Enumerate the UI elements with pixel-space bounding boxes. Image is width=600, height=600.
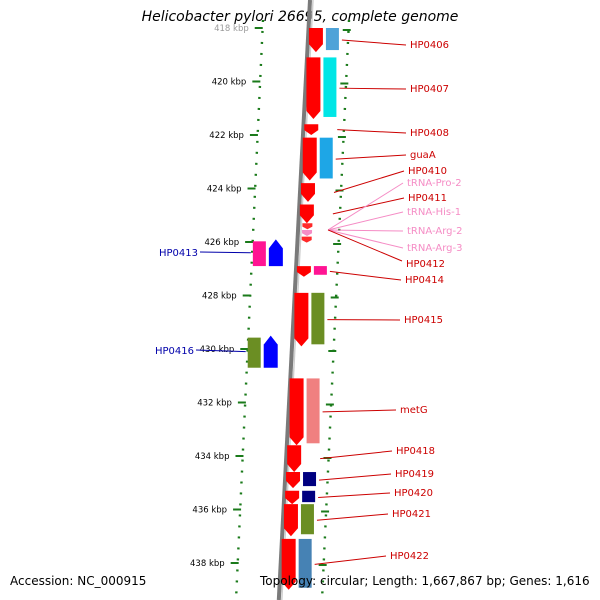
gene-bar-hp0406[interactable] <box>325 28 339 51</box>
gene-bar-hp0414[interactable] <box>313 266 327 275</box>
gene-arrow-hp0421[interactable] <box>283 504 298 537</box>
axis-tick-label: 428 kbp <box>202 292 237 302</box>
gene-label-metg[interactable]: metG <box>400 405 428 416</box>
leader-line <box>333 170 405 193</box>
gene-bar-hp0413[interactable] <box>252 241 266 267</box>
leader-line <box>318 492 391 498</box>
gene-label-hp0418[interactable]: HP0418 <box>396 446 435 457</box>
trna-label-trna-arg-3[interactable]: tRNA-Arg-3 <box>407 243 462 254</box>
gene-features[interactable] <box>247 28 339 590</box>
leader-line <box>341 39 407 46</box>
gene-bar-metg[interactable] <box>306 378 320 444</box>
gene-label-guaa[interactable]: guaA <box>410 150 436 161</box>
gene-label-hp0408[interactable]: HP0408 <box>410 128 449 139</box>
gene-label-hp0415[interactable]: HP0415 <box>404 315 443 326</box>
trna-arrow[interactable] <box>302 229 313 236</box>
gene-arrow-hp0418[interactable] <box>287 445 302 473</box>
trna-arrow[interactable] <box>301 236 312 243</box>
gene-bar-hp0422[interactable] <box>298 538 312 588</box>
leader-line <box>316 513 389 521</box>
leader-line <box>314 555 387 565</box>
leader-line <box>327 229 403 262</box>
gene-arrow-hp0410[interactable] <box>300 183 315 202</box>
leader-line <box>339 87 407 90</box>
gene-label-hp0420[interactable]: HP0420 <box>394 488 433 499</box>
gene-labels[interactable]: HP0406 HP0407 HP0408 guaA HP0410 HP0411 HP0414… <box>155 39 462 565</box>
axis-tick-label: 420 kbp <box>212 78 247 88</box>
trna-label-trna-arg-2[interactable]: tRNA-Arg-2 <box>407 226 462 237</box>
leader-line <box>318 473 392 481</box>
genome-meta-text: Topology: circular; Length: 1,667,867 bp… <box>260 574 590 588</box>
genome-title: Helicobacter pylori 26695, complete geno… <box>141 9 459 25</box>
gene-arrow-hp0406[interactable] <box>308 28 323 53</box>
trna-label-trna-pro-2[interactable]: tRNA-Pro-2 <box>407 178 462 189</box>
gene-arrow-hp0411[interactable] <box>299 204 314 224</box>
gene-label-hp0411[interactable]: HP0411 <box>408 193 447 204</box>
accession-text: Accession: NC_000915 <box>10 574 147 588</box>
gene-arrow-hp0408[interactable] <box>304 124 319 135</box>
leader-line <box>332 197 405 215</box>
gene-label-hp0414[interactable]: HP0414 <box>405 275 444 286</box>
gene-arrow-guaa[interactable] <box>302 137 317 181</box>
gene-arrow-hp0414[interactable] <box>296 266 311 277</box>
leader-line <box>335 154 407 160</box>
axis-tick-label: 418 kbp <box>214 24 249 34</box>
gene-label-hp0421[interactable]: HP0421 <box>392 509 431 520</box>
leader-line <box>327 211 404 231</box>
trna-label-trna-his-1[interactable]: tRNA-His-1 <box>407 207 461 218</box>
gene-bar-hp0407[interactable] <box>323 57 337 117</box>
gene-bar-guaa[interactable] <box>319 137 333 179</box>
gene-bar-hp0416[interactable] <box>247 337 261 368</box>
gene-label-hp0413[interactable]: HP0413 <box>159 248 198 259</box>
gene-label-hp0407[interactable]: HP0407 <box>410 84 449 95</box>
axis-tick-label: 438 kbp <box>190 559 225 569</box>
gene-label-hp0422[interactable]: HP0422 <box>390 551 429 562</box>
left-dotted-guide <box>234 19 265 600</box>
axis-tick-label: 434 kbp <box>195 452 230 462</box>
gene-arrow-hp0413[interactable] <box>268 239 283 267</box>
gene-arrow-hp0420[interactable] <box>285 490 300 505</box>
leader-line <box>199 251 251 254</box>
gene-bar-hp0421[interactable] <box>300 504 314 535</box>
gene-arrow-hp0407[interactable] <box>306 57 321 119</box>
axis-tick-label: 432 kbp <box>197 399 232 409</box>
leader-line <box>327 229 404 249</box>
leader-line <box>327 182 404 231</box>
axis-tick-label: 426 kbp <box>204 238 239 248</box>
gene-arrow-hp0419[interactable] <box>286 472 301 489</box>
axis-tick-label: 424 kbp <box>207 185 242 195</box>
gene-label-hp0416[interactable]: HP0416 <box>155 346 194 357</box>
leader-line <box>322 409 397 413</box>
gene-bar-hp0419[interactable] <box>303 472 317 487</box>
leader-line <box>329 270 402 281</box>
gene-arrow-hp0415[interactable] <box>294 292 309 347</box>
axis-tick-label: 430 kbp <box>200 345 235 355</box>
leader-line <box>195 349 246 353</box>
gene-label-hp0406[interactable]: HP0406 <box>410 40 449 51</box>
gene-label-hp0410[interactable]: HP0410 <box>408 166 447 177</box>
gene-label-hp0412[interactable]: HP0412 <box>406 259 445 270</box>
gene-label-hp0419[interactable]: HP0419 <box>395 469 434 480</box>
gene-bar-hp0415[interactable] <box>311 292 325 345</box>
gene-arrow-metg[interactable] <box>289 378 304 446</box>
trna-arrow[interactable] <box>302 223 313 230</box>
leader-line <box>328 229 404 232</box>
gene-arrow-hp0422[interactable] <box>281 538 296 590</box>
gene-arrow-hp0416[interactable] <box>263 335 278 368</box>
leader-line <box>320 450 393 460</box>
leader-line <box>337 129 407 134</box>
gene-bar-hp0420[interactable] <box>302 490 316 503</box>
axis-tick-label: 436 kbp <box>192 506 227 516</box>
axis-tick-label: 422 kbp <box>209 131 244 141</box>
